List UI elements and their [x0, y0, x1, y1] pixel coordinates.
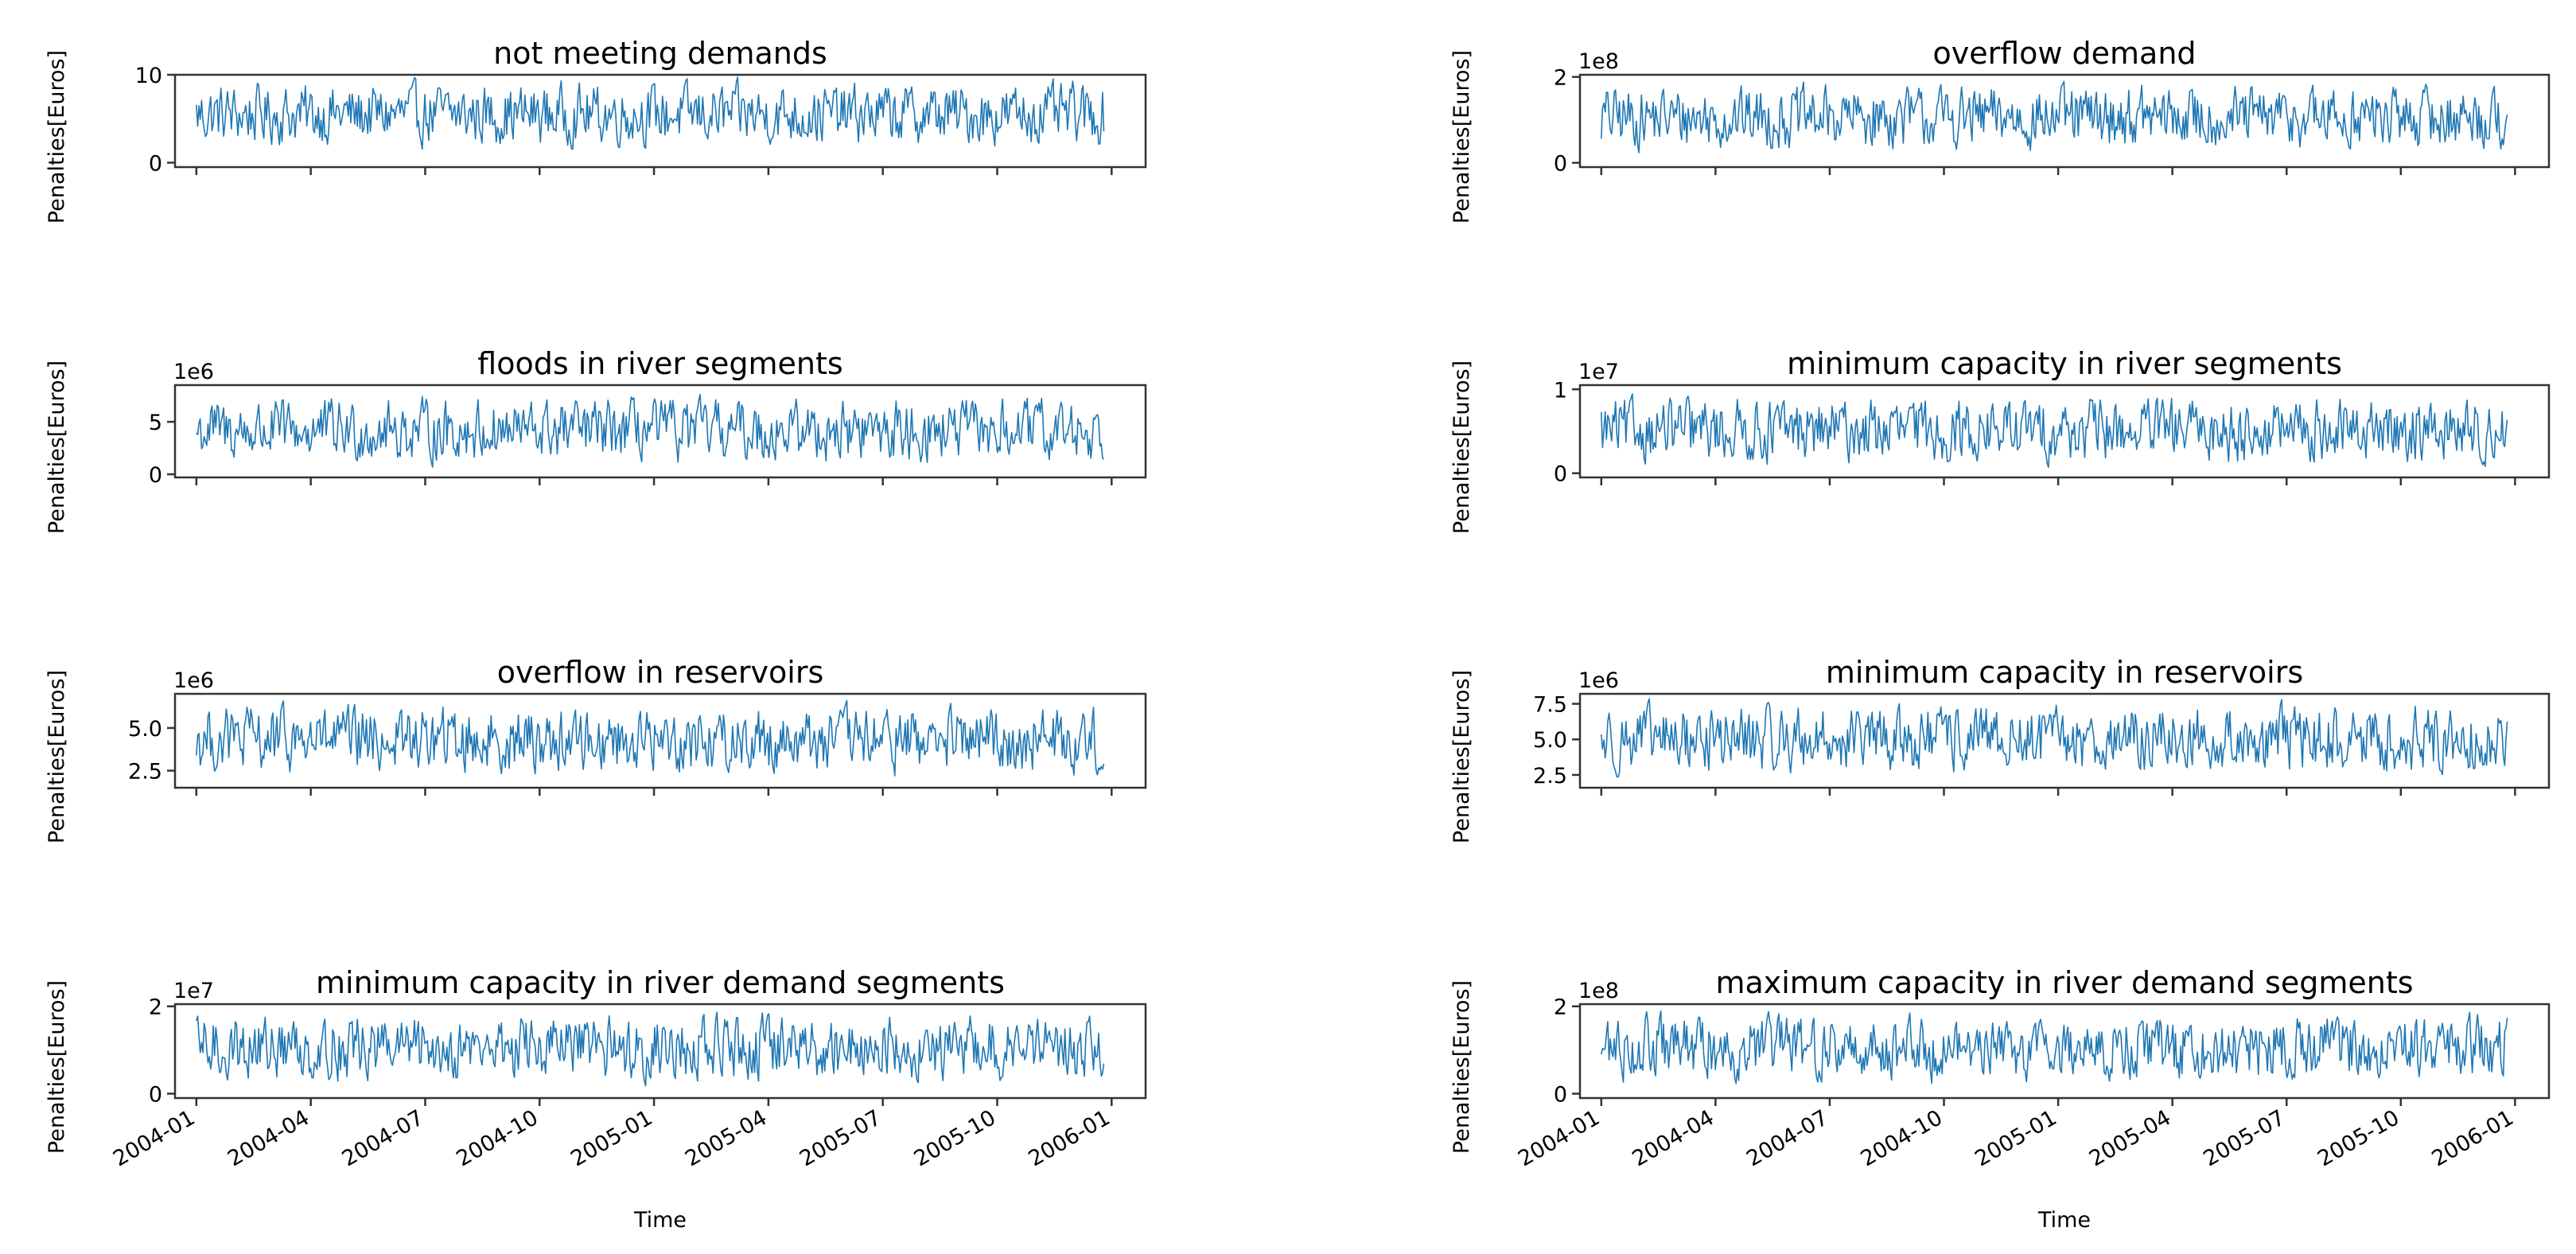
x-tick-label: 2005-10: [910, 1105, 1000, 1171]
y-tick-label: 10: [135, 64, 162, 88]
axes-frame: [1578, 384, 2551, 479]
y-tick-label: 5.0: [128, 717, 162, 742]
x-tick-label: 2004-07: [1742, 1105, 1832, 1171]
y-offset-label: 1e6: [173, 360, 214, 384]
x-tick-label: 2005-10: [2313, 1105, 2403, 1171]
y-offset-label: 1e6: [173, 668, 214, 693]
y-offset-label: 1e6: [1578, 668, 1619, 693]
axes-frame: [173, 384, 1147, 479]
panel-title: minimum capacity in reservoirs: [1826, 655, 2303, 690]
y-tick-label: 0: [1554, 152, 1567, 177]
x-tick-label: 2005-04: [681, 1105, 771, 1171]
panel-title: overflow demand: [1932, 36, 2196, 71]
panel-title: floods in river segments: [477, 346, 842, 381]
y-axis-label: Penalties[Euros]: [45, 980, 69, 1154]
y-offset-label: 1e8: [1578, 49, 1619, 74]
x-tick-label: 2006-01: [1025, 1105, 1115, 1171]
axes-frame: [173, 73, 1147, 169]
series-line: [196, 76, 1105, 150]
y-tick-label: 0: [149, 1083, 162, 1108]
y-tick-label: 2.5: [1533, 764, 1567, 789]
x-tick-label: 2004-01: [109, 1105, 199, 1171]
axes-frame: [1578, 73, 2551, 169]
series-line: [196, 1011, 1105, 1087]
y-tick-label: 2: [1554, 66, 1567, 91]
x-tick-label: 2005-04: [2085, 1105, 2175, 1171]
panel-title: minimum capacity in river demand segment…: [316, 965, 1005, 1000]
y-offset-label: 1e7: [173, 979, 214, 1003]
series-line: [1601, 698, 2508, 778]
x-tick-label: 2004-04: [1628, 1105, 1718, 1171]
panel-title: maximum capacity in river demand segment…: [1715, 965, 2413, 1000]
y-tick-label: 2.5: [128, 760, 162, 785]
y-tick-label: 5: [149, 411, 162, 435]
x-tick-label: 2004-04: [224, 1105, 313, 1171]
axes-frame: [173, 1003, 1147, 1100]
y-axis-label: Penalties[Euros]: [45, 50, 69, 224]
y-axis-label: Penalties[Euros]: [1449, 670, 1474, 843]
x-axis-label: Time: [633, 1208, 687, 1233]
y-tick-label: 1: [1554, 378, 1567, 403]
x-tick-label: 2004-10: [453, 1105, 543, 1171]
x-axis-label: Time: [2037, 1208, 2091, 1233]
series-line: [1601, 1010, 2508, 1085]
panel-title: minimum capacity in river segments: [1787, 346, 2342, 381]
series-line: [1601, 80, 2508, 154]
axes-frame: [173, 692, 1147, 789]
y-axis-label: Penalties[Euros]: [1449, 980, 1474, 1154]
panel-title: overflow in reservoirs: [497, 655, 824, 690]
axes-frame: [1578, 1003, 2551, 1100]
y-tick-label: 5.0: [1533, 728, 1567, 753]
y-tick-label: 0: [1554, 1083, 1567, 1108]
series-line: [1601, 393, 2508, 469]
series-line: [196, 699, 1105, 777]
series-line: [196, 393, 1105, 468]
y-axis-label: Penalties[Euros]: [1449, 50, 1474, 224]
y-axis-label: Penalties[Euros]: [45, 360, 69, 534]
y-axis-label: Penalties[Euros]: [45, 670, 69, 843]
y-tick-label: 0: [1554, 462, 1567, 487]
x-tick-label: 2005-07: [2200, 1105, 2290, 1171]
x-tick-label: 2005-01: [1971, 1105, 2060, 1171]
y-tick-label: 2: [1554, 995, 1567, 1020]
x-tick-label: 2005-01: [566, 1105, 656, 1171]
x-tick-label: 2004-07: [338, 1105, 428, 1171]
y-tick-label: 2: [149, 995, 162, 1020]
y-axis-label: Penalties[Euros]: [1449, 360, 1474, 534]
x-tick-label: 2006-01: [2428, 1105, 2518, 1171]
x-tick-label: 2004-10: [1857, 1105, 1947, 1171]
y-tick-label: 0: [149, 151, 162, 176]
y-tick-label: 0: [149, 463, 162, 488]
y-tick-label: 7.5: [1533, 693, 1567, 718]
axes-frame: [1578, 692, 2551, 789]
x-tick-label: 2005-07: [796, 1105, 885, 1171]
x-tick-label: 2004-01: [1514, 1105, 1604, 1171]
y-offset-label: 1e7: [1578, 360, 1619, 384]
panel-title: not meeting demands: [493, 36, 827, 71]
y-offset-label: 1e8: [1578, 979, 1619, 1003]
